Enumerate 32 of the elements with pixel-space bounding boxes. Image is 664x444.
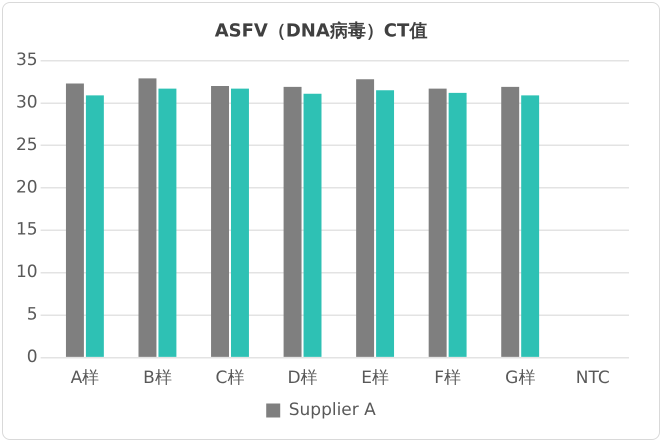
y-tick-label: 35 xyxy=(16,50,38,70)
bar xyxy=(86,95,104,357)
x-tick-label: D样 xyxy=(287,368,318,388)
bar xyxy=(356,79,374,357)
bar xyxy=(521,95,540,357)
y-tick-label: 20 xyxy=(16,177,38,198)
bar xyxy=(304,94,322,357)
x-tick-label: E样 xyxy=(361,368,389,388)
bar xyxy=(448,92,467,357)
x-tick-label: B样 xyxy=(143,368,172,388)
x-tick-label: A样 xyxy=(70,368,100,388)
y-tick-label: 15 xyxy=(16,220,38,240)
y-tick-label: 5 xyxy=(26,304,38,325)
x-tick-label: F样 xyxy=(434,368,462,388)
bar xyxy=(428,88,447,357)
x-tick-label: NTC xyxy=(576,368,610,388)
bar xyxy=(376,90,394,357)
legend-label: Supplier A xyxy=(288,400,376,420)
bar xyxy=(284,86,302,357)
y-tick-label: 25 xyxy=(16,134,38,155)
bar xyxy=(230,88,249,357)
bar xyxy=(138,78,156,357)
y-tick-label: 30 xyxy=(16,92,38,112)
bar xyxy=(501,86,520,357)
y-tick-label: 10 xyxy=(16,262,38,282)
y-tick-label: 0 xyxy=(26,347,38,368)
bar xyxy=(66,84,84,357)
x-tick-label: G样 xyxy=(505,368,536,388)
x-tick-label: C样 xyxy=(216,368,244,388)
bar xyxy=(211,86,229,357)
chart-title: ASFV（DNA病毒）CT值 xyxy=(214,20,428,42)
bar xyxy=(158,88,176,357)
